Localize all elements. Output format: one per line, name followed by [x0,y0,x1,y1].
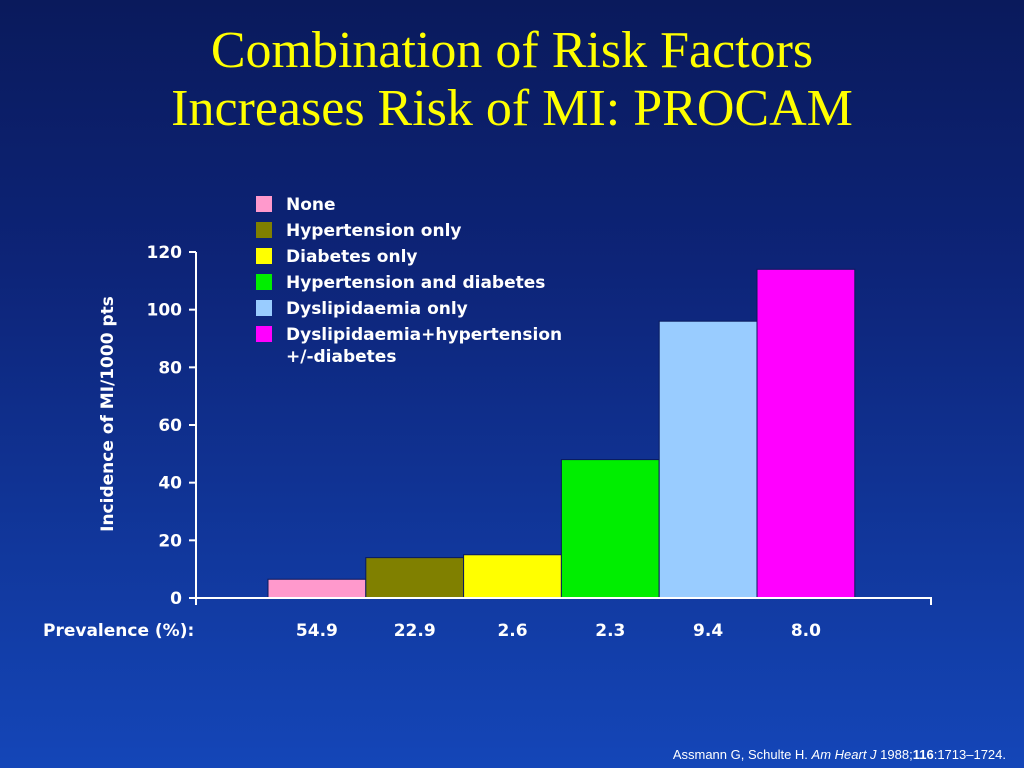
legend-swatch [256,274,272,290]
chart-legend: None Hypertension only Diabetes only Hypert… [256,194,646,372]
legend-swatch [256,196,272,212]
prevalence-value: 54.9 [295,621,338,641]
y-tick-label-3: 60 [158,416,182,436]
citation-volume: 116 [912,747,934,762]
legend-item: Hypertension only [256,220,646,242]
slide-title: Combination of Risk Factors Increases Ri… [0,22,1024,138]
citation-authors: Assmann G, Schulte H. [672,747,812,762]
citation-year: 1988; [876,747,913,762]
legend-item: None [256,194,646,216]
prevalence-row: Prevalence (%): 54.9 22.9 2.6 2.3 9.4 8.0 [0,621,1024,645]
citation-journal: Am Heart J [811,747,877,762]
y-tick-label-5: 100 [147,301,183,321]
legend-swatch [256,326,272,342]
bar-2 [463,554,562,599]
legend-label: Diabetes only [286,247,418,267]
bar-1 [365,557,465,599]
legend-label: Hypertension and diabetes [286,273,546,293]
y-axis-label: Incidence of MI/1000 pts [98,296,118,532]
bar-5 [756,268,856,599]
legend-item: Hypertension and diabetes [256,272,646,294]
prevalence-value: 22.9 [393,621,436,641]
legend-item: Dyslipidaemia only [256,298,646,320]
bar-4 [658,320,758,599]
prevalence-value: 2.3 [595,621,626,641]
legend-swatch [256,248,272,264]
y-tick-label-4: 80 [158,358,182,378]
title-line-2: Increases Risk of MI: PROCAM [171,80,853,137]
legend-label: Dyslipidaemia only [286,299,468,319]
citation-pages: :1713–1724. [933,747,1006,762]
title-line-1: Combination of Risk Factors [210,22,814,79]
legend-swatch [256,222,272,238]
y-tick-label-2: 40 [158,474,182,494]
prevalence-label: Prevalence (%): [43,621,195,641]
prevalence-value: 9.4 [693,621,724,641]
legend-label: Dyslipidaemia+hypertension +/-diabetes [286,325,563,367]
legend-label: Hypertension only [286,221,462,241]
bar-3 [560,459,660,599]
y-tick-label-6: 120 [147,243,183,263]
prevalence-value: 2.6 [497,621,528,641]
y-tick-label-0: 0 [170,589,182,609]
bar-0 [267,578,367,599]
prevalence-value: 8.0 [790,621,821,641]
legend-swatch [256,300,272,316]
legend-label: None [286,195,336,215]
legend-item: Diabetes only [256,246,646,268]
y-tick-label-1: 20 [158,531,182,551]
legend-item: Dyslipidaemia+hypertension +/-diabetes [256,324,646,368]
citation: Assmann G, Schulte H. Am Heart J 1988;11… [673,747,1006,762]
